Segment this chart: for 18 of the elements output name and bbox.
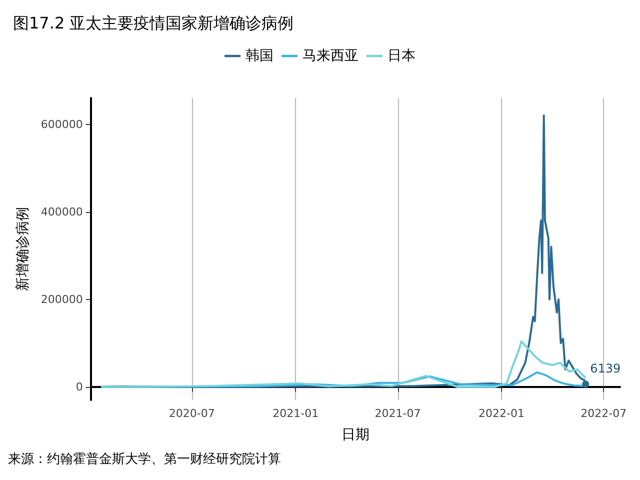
y-axis-title: 新增确诊病例: [15, 207, 31, 291]
legend-label: 马来西亚: [302, 48, 358, 64]
y-tick-label: 400000: [40, 205, 83, 218]
source-note: 来源：约翰霍普金斯大学、第一财经研究院计算: [8, 451, 281, 467]
x-tick-label: 2020-07: [168, 407, 215, 420]
y-tick-label: 200000: [40, 292, 83, 306]
line-series: [100, 340, 587, 388]
x-tick-label: 2021-07: [374, 407, 421, 420]
x-tick-label: 2021-01: [272, 407, 319, 420]
x-tick-label: 2022-01: [478, 407, 525, 420]
y-tick-label: 600000: [40, 118, 83, 131]
x-tick-label: 2022-07: [580, 407, 627, 420]
x-axis-title: 日期: [341, 427, 370, 443]
y-tick-label: 0: [76, 380, 83, 394]
legend-label: 韩国: [246, 48, 274, 64]
chart-title: 图17.2 亚太主要疫情国家新增确诊病例: [13, 14, 294, 32]
data-label: 6139: [590, 362, 621, 376]
legend-label: 日本: [388, 48, 416, 64]
